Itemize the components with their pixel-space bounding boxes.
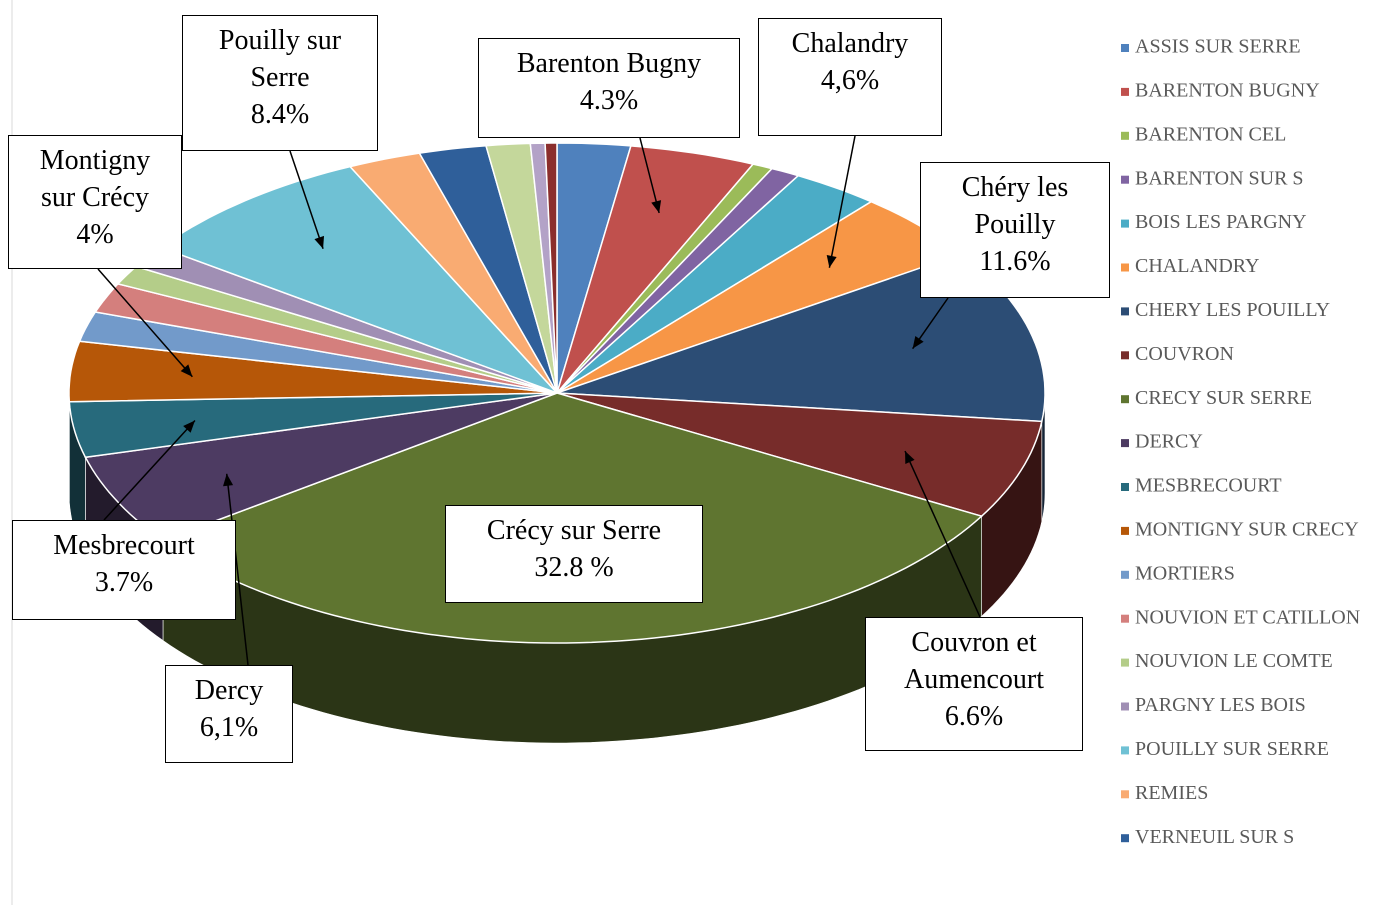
legend-swatch bbox=[1121, 307, 1129, 316]
callout-arrow bbox=[828, 135, 856, 268]
callout-arrow bbox=[103, 420, 196, 521]
callout-value: 4.3% bbox=[579, 85, 639, 116]
callout-name: Mesbrecourt bbox=[53, 530, 195, 561]
callout-name: Pouilly sur Serre bbox=[218, 25, 342, 93]
legend-label: MONTIGNY SUR CRECY bbox=[1135, 518, 1359, 540]
legend-label: BARENTON CEL bbox=[1135, 123, 1286, 145]
legend-label: POUILLY SUR SERRE bbox=[1135, 738, 1329, 760]
legend-swatch bbox=[1121, 614, 1129, 623]
slice bbox=[556, 174, 873, 394]
legend-label: NOUVION ET CATILLON bbox=[1135, 606, 1360, 628]
arrow-head bbox=[905, 451, 915, 465]
legend-swatch bbox=[1121, 526, 1129, 535]
callout-arrow bbox=[904, 450, 981, 618]
callout-value: 4,6% bbox=[820, 65, 880, 96]
legend-label: VERNEUIL SUR S bbox=[1135, 826, 1294, 848]
legend-swatch bbox=[1121, 131, 1129, 140]
legend-label: DERCY bbox=[1135, 431, 1203, 453]
legend-swatch bbox=[1121, 175, 1129, 184]
legend-label: REMIES bbox=[1135, 782, 1208, 804]
callout-name: Barenton Bugny bbox=[516, 48, 702, 79]
legend-label: CRECY SUR SERRE bbox=[1135, 387, 1312, 409]
slice bbox=[348, 152, 558, 394]
callout: Montigny sur Crécy 4% bbox=[8, 135, 182, 269]
callout: Crécy sur Serre 32.8 % bbox=[445, 505, 703, 603]
arrow-head bbox=[223, 473, 234, 487]
legend-swatch bbox=[1121, 790, 1129, 799]
legend-label: COUVRON bbox=[1135, 343, 1234, 365]
arrow-head bbox=[826, 255, 837, 268]
legend-label: ASSIS SUR SERRE bbox=[1135, 36, 1301, 58]
callout-arrow bbox=[639, 137, 660, 214]
callout-value: 3.7% bbox=[94, 567, 154, 598]
callout-value: 6,1% bbox=[199, 712, 259, 743]
callout-value: 32.8 % bbox=[534, 552, 614, 583]
callout-value: 8.4% bbox=[250, 99, 310, 130]
legend-swatch bbox=[1121, 570, 1129, 579]
callout: Barenton Bugny 4.3% bbox=[478, 38, 740, 138]
slice bbox=[544, 142, 558, 394]
slice bbox=[556, 145, 755, 394]
callout: Pouilly sur Serre 8.4% bbox=[182, 15, 378, 151]
legend-label: MORTIERS bbox=[1135, 562, 1235, 584]
arrow-head bbox=[180, 364, 193, 377]
legend-label: BARENTON BUGNY bbox=[1135, 79, 1320, 101]
legend-swatch bbox=[1121, 44, 1129, 52]
legend-label: BOIS LES PARGNY bbox=[1135, 211, 1307, 233]
legend-label: CHALANDRY bbox=[1135, 255, 1259, 277]
arrow-head bbox=[651, 200, 662, 213]
callout-arrow bbox=[97, 268, 193, 378]
callout: Couvron et Aumencourt 6.6% bbox=[865, 617, 1083, 751]
slice bbox=[418, 144, 558, 394]
callout-name: Chéry les Pouilly bbox=[961, 172, 1069, 240]
legend-swatch bbox=[1121, 746, 1129, 755]
callout: Chalandry 4,6% bbox=[758, 18, 942, 136]
callout-name: Dercy bbox=[194, 675, 264, 706]
legend-swatch bbox=[1121, 219, 1129, 228]
callout: Dercy 6,1% bbox=[165, 665, 293, 763]
legend-swatch bbox=[1121, 658, 1129, 667]
legend-swatch bbox=[1121, 439, 1129, 448]
callout-name: Chalandry bbox=[791, 28, 909, 59]
callout-value: 6.6% bbox=[944, 701, 1004, 732]
legend-swatch bbox=[1121, 483, 1129, 491]
legend-label: PARGNY LES BOIS bbox=[1135, 694, 1306, 716]
callout: Chéry les Pouilly 11.6% bbox=[920, 162, 1110, 298]
arrow-head bbox=[912, 335, 924, 349]
slice bbox=[68, 392, 558, 459]
callout-name: Couvron et Aumencourt bbox=[904, 627, 1044, 695]
legend-label: BARENTON SUR S bbox=[1135, 167, 1304, 189]
legend-swatch bbox=[1121, 395, 1129, 404]
slice bbox=[94, 283, 558, 394]
callout-arrow bbox=[289, 150, 324, 250]
legend-swatch bbox=[1121, 834, 1129, 843]
legend-swatch bbox=[1121, 87, 1129, 96]
legend-label: CHERY LES POUILLY bbox=[1135, 299, 1330, 321]
legend-swatch bbox=[1121, 702, 1129, 711]
callout-arrow bbox=[225, 473, 249, 666]
arrow-head bbox=[183, 420, 195, 433]
callout: Mesbrecourt 3.7% bbox=[12, 520, 236, 620]
callout-name: Crécy sur Serre bbox=[486, 515, 662, 546]
callout-value: 4% bbox=[76, 219, 114, 250]
legend-swatch bbox=[1121, 263, 1129, 272]
legend-label: NOUVION LE COMTE bbox=[1135, 650, 1333, 672]
legend-swatch bbox=[1121, 351, 1129, 360]
callout-value: 11.6% bbox=[979, 246, 1051, 277]
slice bbox=[68, 340, 558, 403]
callout-name: Montigny sur Crécy bbox=[39, 145, 151, 213]
arrow-head bbox=[314, 235, 325, 249]
legend-label: MESBRECOURT bbox=[1135, 475, 1282, 497]
